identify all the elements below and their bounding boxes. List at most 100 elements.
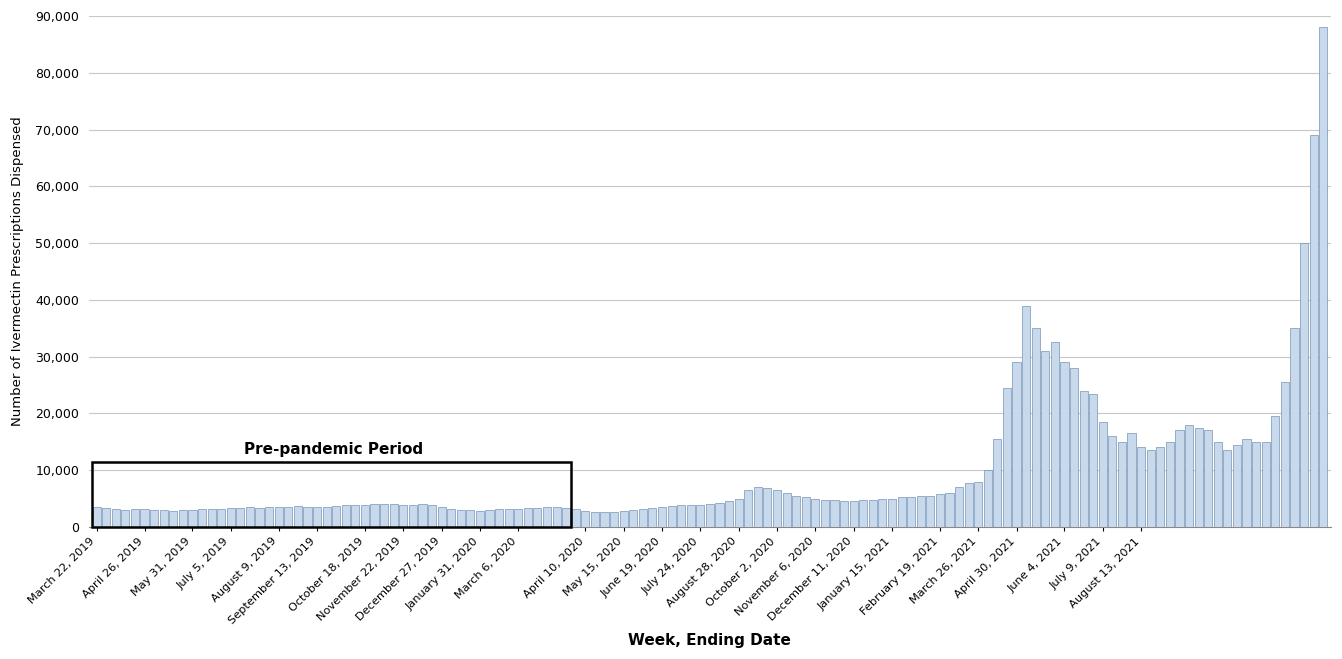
- Bar: [275, 507, 283, 527]
- Bar: [466, 511, 475, 527]
- Bar: [590, 511, 599, 527]
- Bar: [1280, 382, 1288, 527]
- Bar: [831, 500, 839, 527]
- Bar: [678, 505, 686, 527]
- Bar: [188, 510, 196, 527]
- Bar: [342, 505, 350, 527]
- Bar: [169, 511, 177, 527]
- Bar: [840, 501, 848, 527]
- Y-axis label: Number of Ivermectin Prescriptions Dispensed: Number of Ivermectin Prescriptions Dispe…: [11, 117, 24, 426]
- Bar: [572, 509, 580, 527]
- Bar: [1224, 450, 1232, 527]
- Bar: [1108, 436, 1117, 527]
- Bar: [1032, 328, 1040, 527]
- Bar: [150, 510, 158, 527]
- Bar: [620, 511, 628, 527]
- Bar: [409, 505, 417, 527]
- Bar: [993, 439, 1001, 527]
- Bar: [1185, 425, 1193, 527]
- Bar: [102, 508, 110, 527]
- Bar: [111, 509, 119, 527]
- Bar: [399, 505, 408, 527]
- Bar: [1012, 362, 1021, 527]
- Bar: [984, 470, 992, 527]
- Bar: [437, 507, 446, 527]
- Bar: [1310, 135, 1318, 527]
- Bar: [1060, 362, 1068, 527]
- Bar: [611, 511, 619, 527]
- Bar: [1166, 442, 1174, 527]
- Bar: [792, 496, 800, 527]
- Bar: [227, 508, 235, 527]
- Bar: [246, 507, 254, 527]
- Bar: [1051, 343, 1059, 527]
- Bar: [1146, 450, 1155, 527]
- Bar: [801, 498, 809, 527]
- Bar: [667, 506, 675, 527]
- Bar: [926, 496, 934, 527]
- Bar: [1041, 351, 1049, 527]
- Bar: [495, 509, 503, 527]
- Bar: [1291, 328, 1299, 527]
- Bar: [1023, 306, 1031, 527]
- Bar: [1099, 422, 1107, 527]
- Bar: [1213, 442, 1221, 527]
- Bar: [313, 507, 321, 527]
- Bar: [821, 500, 829, 527]
- Bar: [1070, 368, 1078, 527]
- Bar: [648, 508, 656, 527]
- Bar: [773, 490, 781, 527]
- Bar: [91, 462, 570, 527]
- Bar: [178, 511, 187, 527]
- Bar: [132, 509, 140, 527]
- Bar: [1243, 439, 1251, 527]
- Bar: [361, 505, 369, 527]
- Bar: [447, 509, 455, 527]
- Text: Pre-pandemic Period: Pre-pandemic Period: [244, 442, 423, 457]
- Bar: [523, 508, 531, 527]
- Bar: [294, 506, 302, 527]
- Bar: [687, 505, 695, 527]
- Bar: [514, 509, 522, 527]
- Bar: [965, 482, 973, 527]
- Bar: [956, 487, 964, 527]
- Bar: [456, 510, 464, 527]
- Bar: [389, 503, 397, 527]
- Bar: [639, 509, 647, 527]
- Bar: [533, 507, 542, 527]
- Bar: [121, 510, 129, 527]
- Bar: [859, 500, 867, 527]
- Bar: [505, 509, 513, 527]
- Bar: [734, 499, 742, 527]
- Bar: [600, 512, 608, 527]
- Bar: [486, 510, 494, 527]
- Bar: [217, 509, 225, 527]
- Bar: [1137, 447, 1145, 527]
- Bar: [331, 506, 341, 527]
- Bar: [1002, 388, 1011, 527]
- Bar: [1271, 416, 1279, 527]
- Bar: [812, 499, 820, 527]
- Bar: [706, 504, 714, 527]
- Bar: [199, 509, 207, 527]
- Bar: [745, 490, 753, 527]
- Bar: [935, 494, 943, 527]
- Bar: [1300, 243, 1308, 527]
- Bar: [907, 497, 915, 527]
- Bar: [1118, 442, 1126, 527]
- Bar: [754, 487, 762, 527]
- Bar: [93, 507, 101, 527]
- Bar: [1157, 447, 1165, 527]
- X-axis label: Week, Ending Date: Week, Ending Date: [628, 633, 792, 648]
- Bar: [1127, 433, 1135, 527]
- Bar: [255, 507, 263, 527]
- Bar: [629, 510, 637, 527]
- Bar: [1319, 28, 1327, 527]
- Bar: [849, 501, 858, 527]
- Bar: [352, 505, 360, 527]
- Bar: [1090, 393, 1098, 527]
- Bar: [322, 507, 330, 527]
- Bar: [945, 493, 954, 527]
- Bar: [764, 488, 772, 527]
- Bar: [715, 503, 723, 527]
